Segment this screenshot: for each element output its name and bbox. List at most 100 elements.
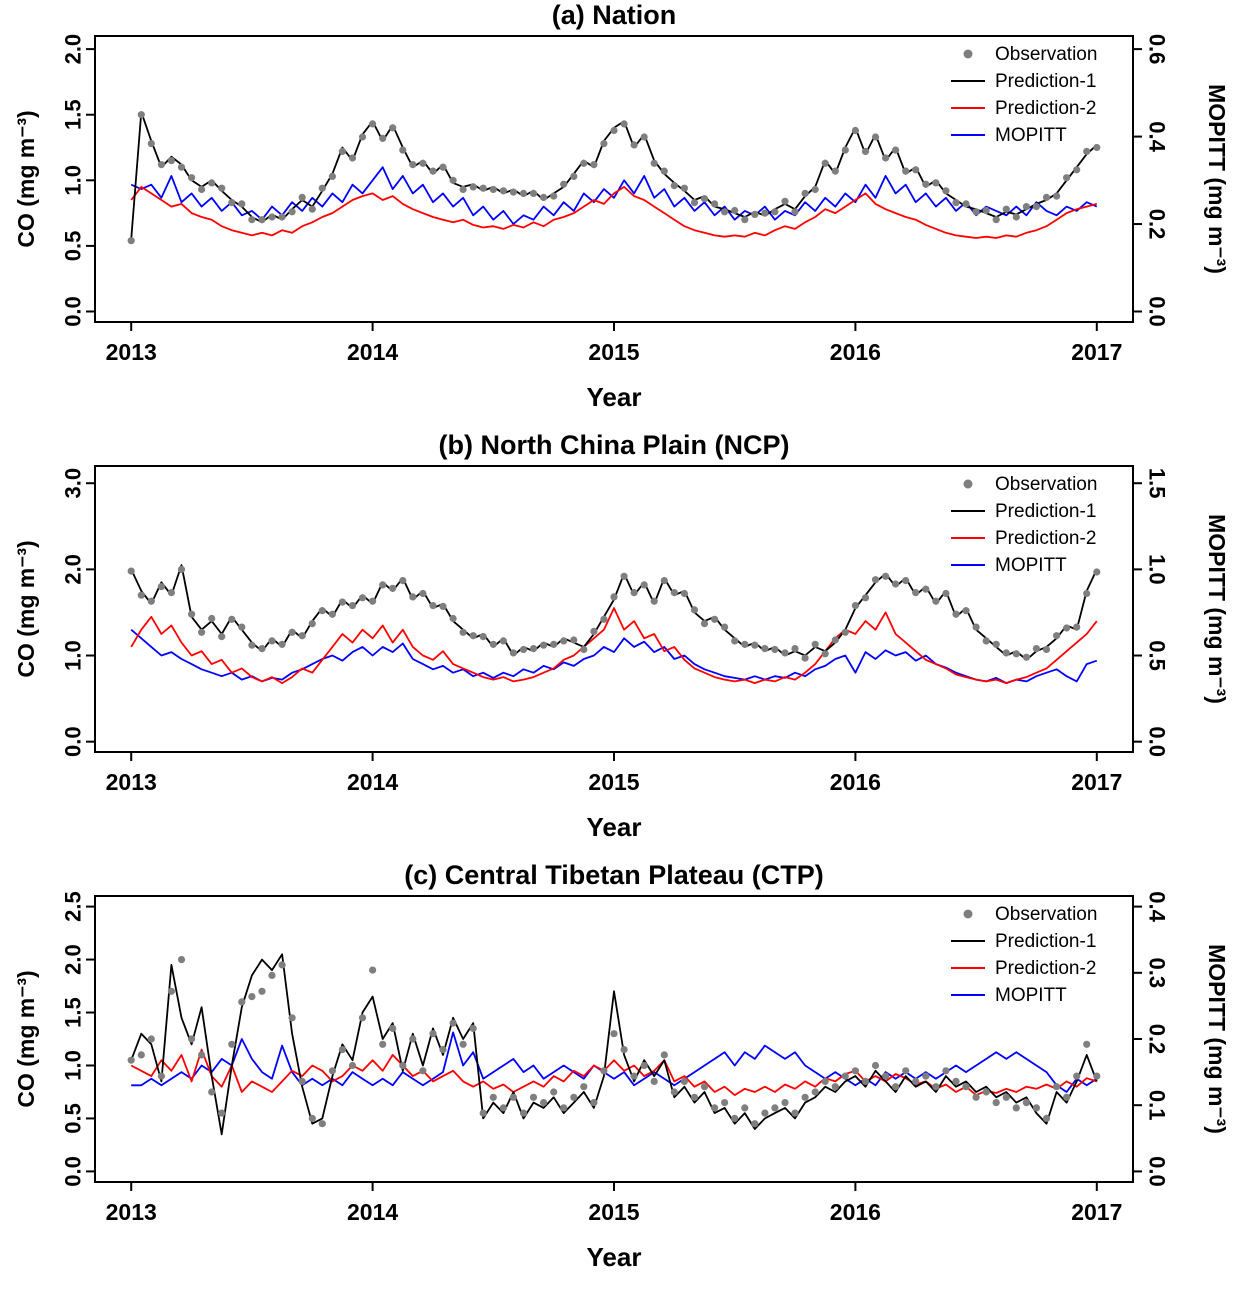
observation-point — [409, 161, 417, 169]
observation-point — [489, 640, 497, 648]
observation-point — [1093, 568, 1101, 576]
observation-point — [540, 641, 548, 649]
observation-point — [228, 615, 236, 623]
observation-point — [439, 163, 447, 171]
observation-point — [218, 184, 226, 192]
observation-point — [208, 179, 216, 187]
observation-point — [630, 1072, 638, 1080]
observation-point — [1073, 1072, 1081, 1080]
observation-point — [1063, 174, 1071, 182]
observation-point — [519, 645, 528, 654]
observation-point — [781, 197, 789, 205]
panel-title: (a) Nation — [552, 0, 677, 30]
observation-point — [308, 205, 316, 213]
observation-point — [942, 589, 950, 598]
observation-point — [288, 1014, 296, 1022]
observation-point — [127, 1056, 135, 1064]
observation-point — [670, 589, 678, 597]
observation-point — [610, 1030, 618, 1038]
observation-point — [690, 606, 699, 614]
observation-point — [952, 610, 960, 618]
observation-point — [278, 213, 286, 221]
observation-point — [590, 627, 598, 635]
observation-point — [771, 208, 779, 216]
y-right-axis-label: MOPITT (mg m⁻³) — [1204, 944, 1230, 1134]
observation-point — [590, 1099, 598, 1107]
y-right-tick-label: 1.5 — [1145, 468, 1170, 499]
observation-point — [157, 1072, 165, 1080]
series-mopitt — [130, 166, 1098, 225]
observation-point — [600, 140, 608, 148]
plot-box — [94, 35, 1134, 323]
observation-point — [700, 620, 709, 628]
observation-point — [399, 146, 407, 154]
observation-point — [469, 632, 477, 640]
observation-point — [369, 966, 377, 974]
observation-point — [208, 614, 216, 623]
observation-point — [942, 187, 950, 195]
y-left-tick-label: 2.5 — [61, 891, 86, 922]
observation-point — [358, 133, 367, 141]
observation-point — [519, 189, 528, 197]
observation-point — [298, 193, 306, 201]
observation-point — [1053, 192, 1061, 200]
observation-point — [540, 193, 548, 201]
observation-point — [670, 182, 678, 190]
observation-point — [1093, 1072, 1101, 1080]
observation-point — [932, 179, 940, 187]
observation-point — [560, 180, 568, 188]
observation-point — [409, 1035, 417, 1043]
observation-point — [248, 641, 256, 649]
observation-point — [892, 580, 900, 588]
observation-point — [711, 615, 719, 623]
observation-point — [298, 1077, 306, 1085]
x-tick-label: 2016 — [830, 769, 881, 795]
observation-point — [137, 111, 145, 119]
observation-point — [459, 1040, 467, 1048]
observation-point — [570, 1093, 578, 1101]
observation-point — [882, 572, 890, 580]
observation-point — [288, 628, 296, 636]
observation-point — [318, 184, 326, 192]
observation-point — [429, 602, 437, 610]
legend-label: Observation — [995, 904, 1097, 925]
y-right-tick-label: 0.3 — [1145, 957, 1170, 988]
observation-point — [761, 209, 769, 217]
observation-point — [328, 1067, 336, 1075]
observation-point — [992, 640, 1000, 648]
observation-point — [741, 1104, 749, 1112]
y-left-tick-label: 0.0 — [61, 296, 86, 327]
x-tick-label: 2015 — [588, 339, 639, 365]
observation-point — [127, 567, 135, 575]
observation-point — [690, 1093, 699, 1101]
observation-point — [1002, 205, 1010, 213]
y-right-axis-label: MOPITT (mg m⁻³) — [1204, 84, 1230, 274]
observation-point — [157, 161, 165, 169]
observation-point — [962, 200, 970, 208]
observation-point — [620, 572, 628, 580]
observation-point — [952, 1077, 960, 1085]
observation-point — [821, 1077, 829, 1085]
y-left-tick-label: 2.0 — [61, 554, 86, 585]
observation-point — [751, 641, 759, 649]
legend-label: MOPITT — [995, 985, 1067, 1006]
observation-point — [680, 184, 689, 192]
observation-point — [147, 1035, 155, 1043]
observation-point — [248, 216, 256, 224]
observation-point — [540, 1099, 548, 1107]
observation-point — [379, 1040, 387, 1048]
observation-point — [409, 593, 417, 601]
observation-point — [399, 1061, 407, 1070]
observation-point — [268, 971, 276, 979]
observation-point — [248, 993, 256, 1001]
observation-point — [268, 213, 276, 221]
observation-point — [620, 1046, 628, 1054]
observation-point — [751, 210, 759, 218]
observation-point — [670, 1088, 678, 1096]
observation-point — [369, 597, 377, 605]
x-tick-label: 2015 — [588, 1199, 639, 1225]
observation-point — [640, 133, 648, 141]
observation-point — [610, 593, 618, 601]
observation-point — [419, 1067, 427, 1075]
